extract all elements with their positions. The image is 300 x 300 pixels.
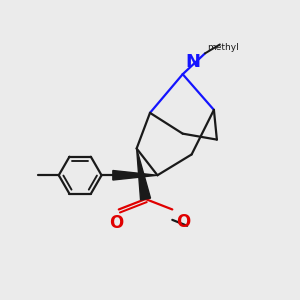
Text: methyl: methyl — [207, 43, 239, 52]
Polygon shape — [136, 148, 151, 200]
Polygon shape — [113, 170, 158, 180]
Text: N: N — [185, 52, 200, 70]
Text: O: O — [176, 213, 190, 231]
Text: O: O — [109, 214, 124, 232]
